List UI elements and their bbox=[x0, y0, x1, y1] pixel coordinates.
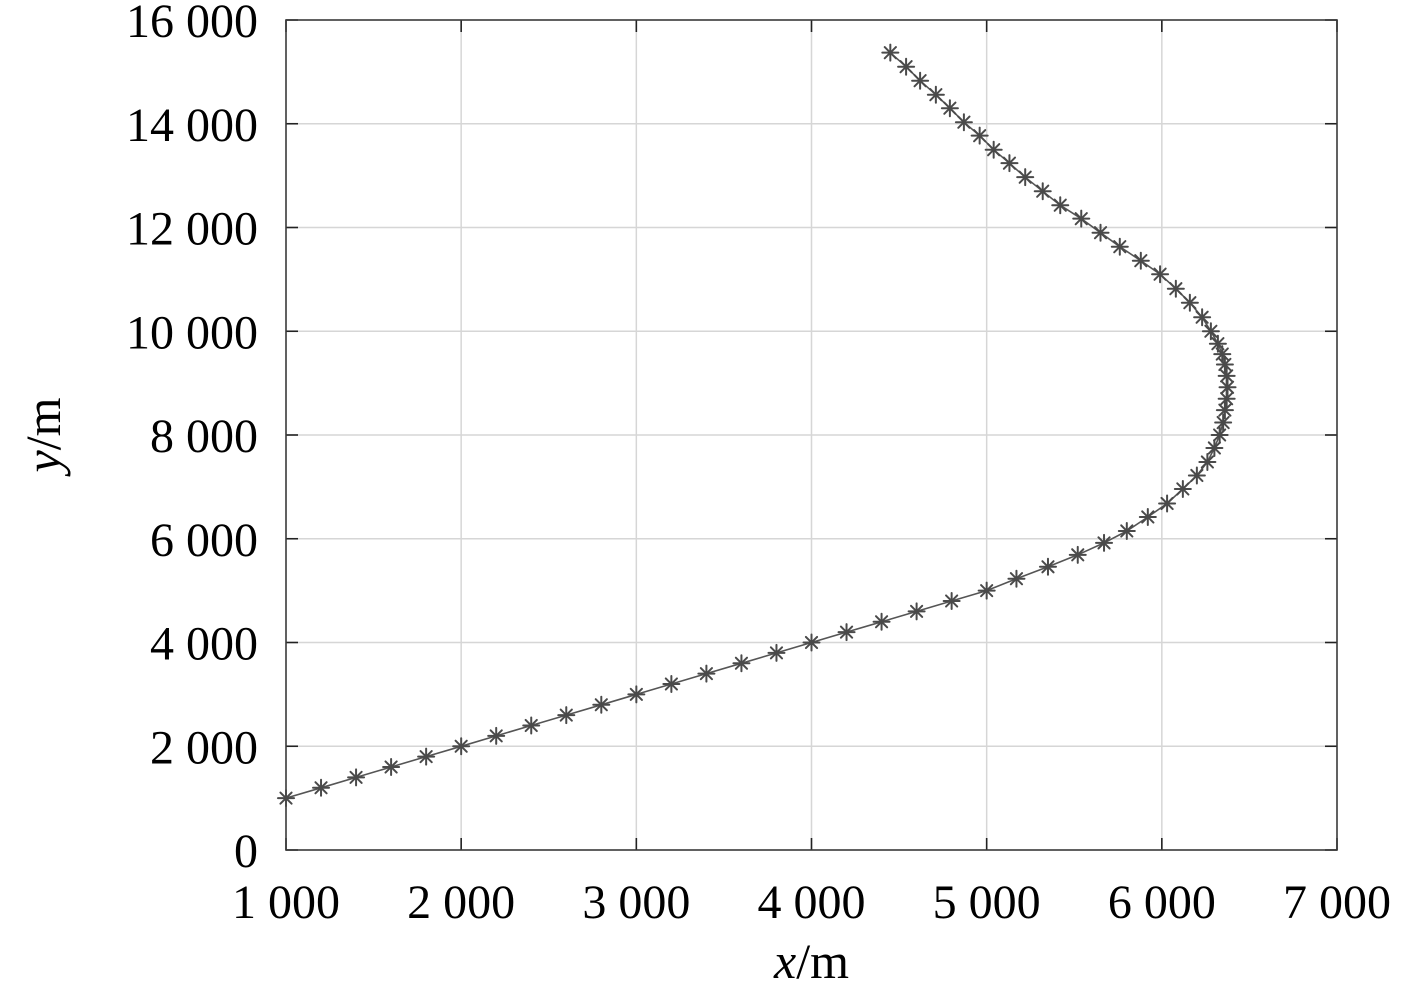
data-point bbox=[1217, 366, 1236, 385]
data-point bbox=[1198, 452, 1217, 471]
data-point bbox=[732, 654, 751, 673]
data-point bbox=[1214, 413, 1233, 432]
x-axis-var: x bbox=[773, 933, 796, 986]
data-point bbox=[1091, 223, 1110, 242]
data-point bbox=[1173, 479, 1192, 498]
y-tick-label: 6 000 bbox=[150, 514, 258, 567]
x-tick-label: 1 000 bbox=[232, 876, 340, 929]
data-point bbox=[1068, 545, 1087, 564]
y-axis-var: y bbox=[15, 450, 71, 478]
data-point bbox=[1117, 521, 1136, 540]
x-tick-label: 7 000 bbox=[1283, 876, 1391, 929]
data-point bbox=[1180, 293, 1199, 312]
y-tick-label: 8 000 bbox=[150, 410, 258, 463]
data-point bbox=[1007, 569, 1026, 588]
data-point bbox=[382, 758, 401, 776]
data-point bbox=[1016, 168, 1035, 187]
data-point bbox=[1215, 401, 1234, 420]
plot-frame bbox=[285, 19, 1338, 851]
data-point bbox=[1110, 237, 1129, 256]
data-point bbox=[802, 633, 821, 652]
data-point bbox=[1000, 154, 1019, 173]
data-point bbox=[417, 747, 436, 766]
data-point bbox=[697, 664, 716, 683]
data-point bbox=[1210, 426, 1229, 444]
y-axis-unit: /m bbox=[15, 397, 71, 450]
grid-lines bbox=[286, 20, 1337, 850]
series-markers bbox=[277, 43, 1237, 808]
data-point bbox=[627, 685, 646, 704]
data-point bbox=[1215, 355, 1234, 374]
data-point bbox=[984, 140, 1003, 159]
data-point bbox=[1201, 322, 1220, 341]
y-tick-label: 2 000 bbox=[150, 721, 258, 774]
y-tick-label: 0 bbox=[234, 825, 258, 878]
data-point bbox=[767, 643, 786, 662]
data-point bbox=[872, 612, 891, 631]
data-point bbox=[522, 716, 541, 735]
y-axis-label: y/m bbox=[15, 397, 71, 477]
x-tick-label: 6 000 bbox=[1108, 876, 1216, 929]
data-point bbox=[1158, 494, 1177, 513]
data-point bbox=[1033, 182, 1052, 201]
y-tick-labels: 0 2 000 4 000 6 000 8 000 10 000 12 000 14 000 1… bbox=[126, 0, 258, 878]
x-tick-label: 3 000 bbox=[582, 876, 690, 929]
data-point bbox=[897, 57, 916, 76]
x-axis-unit: /m bbox=[796, 933, 849, 986]
x-tick-label: 2 000 bbox=[407, 876, 515, 929]
data-point bbox=[1205, 438, 1224, 457]
x-tick-label: 5 000 bbox=[933, 876, 1041, 929]
series-line bbox=[285, 52, 1229, 799]
data-point bbox=[312, 778, 331, 797]
data-point bbox=[954, 113, 973, 132]
data-point bbox=[942, 592, 961, 610]
data-point bbox=[277, 789, 295, 808]
data-point bbox=[452, 737, 471, 756]
y-tick-label: 14 000 bbox=[126, 99, 258, 152]
data-point bbox=[907, 602, 926, 621]
x-tick-label: 4 000 bbox=[758, 876, 866, 929]
data-point bbox=[970, 126, 989, 145]
data-point bbox=[1151, 265, 1170, 284]
y-tick-label: 10 000 bbox=[126, 306, 258, 359]
data-point bbox=[911, 71, 930, 90]
data-point bbox=[662, 675, 681, 693]
data-point bbox=[1131, 251, 1150, 270]
data-point bbox=[1208, 334, 1227, 353]
data-point bbox=[557, 706, 576, 725]
x-axis-label: x/m bbox=[773, 933, 849, 986]
data-point bbox=[881, 43, 900, 62]
data-point bbox=[347, 768, 366, 787]
data-point bbox=[926, 85, 945, 104]
data-point bbox=[977, 581, 996, 600]
data-point bbox=[837, 623, 856, 642]
data-point bbox=[1166, 279, 1185, 298]
x-tick-labels: 1 000 2 000 3 000 4 000 5 000 6 000 7 000 bbox=[232, 876, 1391, 929]
data-point bbox=[1038, 557, 1057, 576]
data-point bbox=[1138, 507, 1157, 526]
data-point bbox=[1193, 308, 1212, 327]
data-point bbox=[940, 99, 959, 118]
data-point bbox=[1051, 196, 1070, 215]
data-point bbox=[1095, 533, 1114, 552]
y-tick-label: 12 000 bbox=[126, 203, 258, 256]
y-tick-label: 4 000 bbox=[150, 618, 258, 671]
y-tick-label: 16 000 bbox=[126, 0, 258, 48]
data-point bbox=[1187, 466, 1206, 485]
data-point bbox=[592, 695, 611, 714]
data-point bbox=[487, 726, 506, 745]
data-point bbox=[1072, 209, 1091, 228]
